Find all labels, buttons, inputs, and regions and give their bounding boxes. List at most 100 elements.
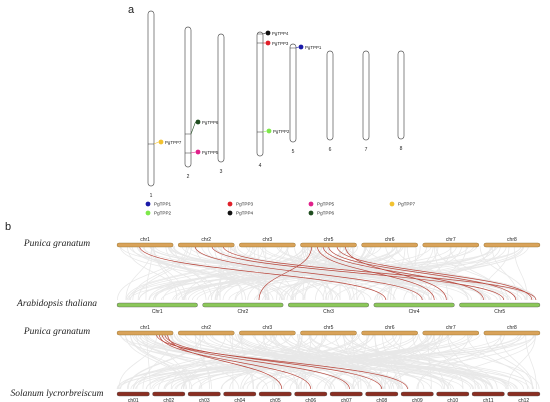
bottom-chromosome-ch03	[187, 391, 221, 397]
bottom-chromosome-label-ch12: ch12	[518, 398, 529, 402]
ortholog-link	[139, 245, 387, 301]
gene-label-pgtpp4: PgTPP4	[272, 31, 289, 36]
bottom-chromosome-label-ch09: ch09	[412, 398, 423, 402]
ortholog-link	[258, 245, 313, 301]
gene-label-pgtpp1: PgTPP1	[305, 45, 322, 50]
ortholog-link	[322, 245, 484, 301]
gene-label-pgtpp6: PgTPP6	[202, 120, 219, 125]
gene-connector-pgtpp6	[190, 121, 196, 135]
bottom-chromosome-ch08	[365, 391, 399, 397]
chromosome-label-5: 5	[292, 149, 295, 155]
top-chromosome-chr1	[116, 330, 174, 336]
legend-label-pgtpp5: PgTPP5	[317, 202, 335, 207]
background-link	[126, 245, 183, 301]
background-link	[133, 333, 353, 390]
gene-dot-pgtpp3	[265, 40, 271, 46]
gene-dot-pgtpp6	[195, 119, 201, 125]
top-chromosome-label-chr3: chr3	[262, 237, 272, 243]
species-bottom-1: Arabidopsis thaliana	[16, 299, 97, 309]
ortholog-link	[167, 333, 283, 390]
top-chromosome-chr3	[239, 242, 296, 248]
top-chromosome-chr1	[116, 242, 174, 248]
background-link	[421, 245, 491, 301]
bottom-chromosome-label-ch06: ch06	[305, 398, 316, 402]
background-link	[173, 333, 404, 390]
chromosome-label-3: 3	[220, 169, 223, 175]
top-chromosome-label-chr2: chr2	[201, 325, 211, 331]
legend-label-pgtpp4: PgTPP4	[236, 211, 254, 216]
bottom-chromosome-Chr5	[459, 302, 541, 308]
bottom-chromosome-label-ch11: ch11	[483, 398, 494, 402]
background-link	[136, 333, 273, 390]
background-link	[279, 245, 376, 301]
background-link	[153, 245, 207, 301]
legend-label-pgtpp1: PgTPP1	[154, 202, 172, 207]
ortholog-link	[155, 333, 408, 390]
background-link	[139, 333, 240, 390]
bottom-chromosome-Chr3	[288, 302, 370, 308]
chromosome-8	[397, 50, 405, 140]
background-link	[172, 245, 418, 301]
ortholog-link	[194, 245, 423, 301]
bottom-chromosome-Chr4	[373, 302, 455, 308]
top-chromosome-label-chr5: chr5	[324, 325, 334, 331]
background-link	[307, 245, 430, 301]
background-link	[214, 245, 264, 301]
background-link	[125, 333, 187, 390]
chromosome-7	[362, 50, 370, 141]
bottom-chromosome-label-Chr4: Chr4	[409, 309, 420, 315]
background-link	[289, 333, 428, 390]
background-link	[316, 333, 473, 390]
legend-dot-pgtpp5	[308, 201, 314, 207]
chromosome-label-2: 2	[187, 174, 190, 180]
background-link	[117, 333, 318, 390]
background-link	[183, 245, 254, 301]
top-chromosome-chr5	[300, 242, 357, 248]
background-link	[153, 245, 305, 301]
chromosome-label-7: 7	[365, 147, 368, 153]
background-link	[343, 333, 359, 390]
legend-dot-pgtpp4	[227, 210, 233, 216]
bottom-chromosome-label-Chr5: Chr5	[494, 309, 505, 315]
background-link	[391, 333, 502, 390]
legend-label-pgtpp3: PgTPP3	[236, 202, 254, 207]
top-chromosome-chr7	[422, 330, 480, 336]
background-link	[132, 333, 283, 390]
bottom-chromosome-ch09	[400, 391, 434, 397]
background-link	[125, 245, 251, 301]
background-link	[329, 333, 419, 390]
ortholog-links-2	[155, 333, 408, 390]
gene-connector-pgtpp4	[262, 32, 266, 35]
chromosome-1	[147, 10, 155, 187]
legend-dot-pgtpp7	[389, 201, 395, 207]
background-link	[138, 245, 346, 301]
synteny-panel-2	[116, 330, 541, 397]
background-link	[118, 333, 158, 390]
background-link	[181, 333, 375, 390]
background-link	[417, 333, 470, 390]
legend-dot-pgtpp6	[308, 210, 314, 216]
background-link	[169, 333, 333, 390]
background-link	[133, 333, 311, 390]
bottom-chromosome-ch10	[436, 391, 470, 397]
background-link	[334, 245, 524, 301]
bottom-chromosome-Chr1	[116, 302, 198, 308]
background-link	[290, 333, 473, 390]
gene-label-pgtpp2: PgTPP2	[273, 129, 290, 134]
background-link	[309, 333, 509, 390]
top-chromosome-chr5	[300, 330, 357, 336]
background-link	[273, 333, 390, 390]
background-link	[525, 333, 537, 390]
bottom-chromosome-label-ch08: ch08	[376, 398, 387, 402]
background-link	[116, 245, 188, 301]
top-chromosome-label-chr7: chr7	[446, 237, 456, 243]
legend-label-pgtpp7: PgTPP7	[398, 202, 416, 207]
background-link	[378, 245, 507, 301]
background-link	[207, 245, 284, 301]
bottom-chromosome-ch02	[152, 391, 186, 397]
background-link	[384, 333, 402, 390]
background-link	[216, 245, 230, 301]
bottom-chromosome-label-ch01: ch01	[128, 398, 139, 402]
bottom-chromosome-ch05	[258, 391, 292, 397]
